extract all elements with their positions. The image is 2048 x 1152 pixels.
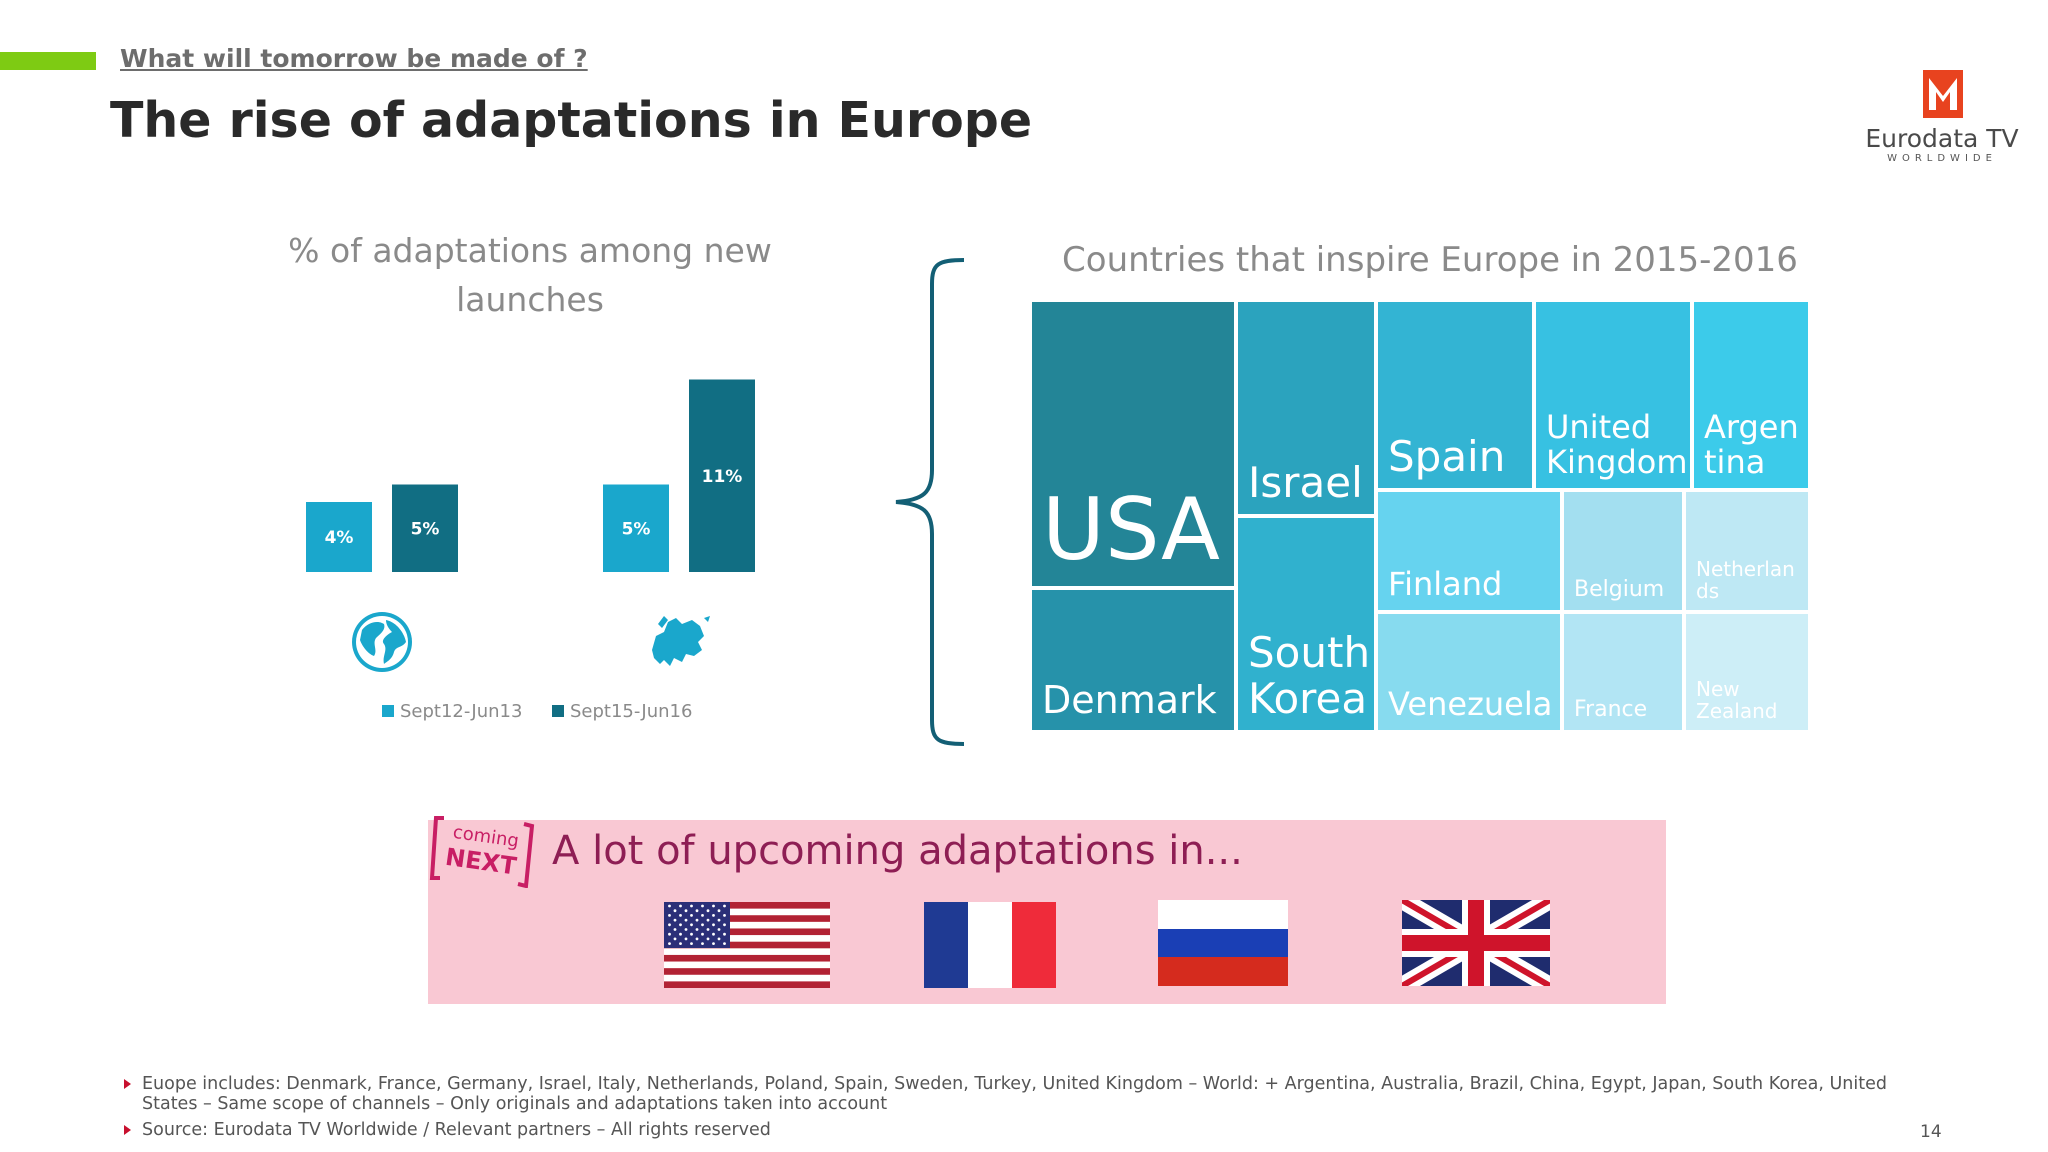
eurodata-logo-icon bbox=[1923, 70, 1963, 118]
treemap-tile-label: Finland bbox=[1388, 564, 1503, 603]
coming-next-badge-icon: coming NEXT bbox=[429, 816, 535, 888]
treemap-tile-label: Israel bbox=[1248, 457, 1363, 507]
europe-icon bbox=[652, 616, 710, 666]
treemap-tile-label: New Zealand bbox=[1696, 677, 1778, 723]
legend-series-1: Sept12-Jun13 bbox=[400, 701, 522, 722]
treemap-tile-label: Belgium bbox=[1574, 576, 1665, 602]
bar-1-2 bbox=[603, 484, 669, 572]
treemap-tile-13: New Zealand bbox=[1684, 612, 1810, 732]
russia-flag-icon bbox=[1158, 900, 1288, 986]
treemap-tile-7: Argen tina bbox=[1692, 300, 1810, 490]
section-kicker[interactable]: What will tomorrow be made of ? bbox=[120, 44, 588, 73]
footnotes: Euope includes: Denmark, France, Germany… bbox=[120, 1074, 1900, 1146]
treemap-tile-9: Venezuela bbox=[1376, 612, 1562, 732]
treemap-tile-label: Argen tina bbox=[1704, 407, 1799, 481]
bar-chart: 4% 5% 5% 11% Sept12-Jun13 Sept15-Jun16 bbox=[306, 379, 755, 722]
bar-chart-title: % of adaptations among new launches bbox=[288, 231, 772, 319]
page-number: 14 bbox=[1920, 1122, 1942, 1142]
bar-label-2-2: 11% bbox=[702, 467, 743, 487]
footnote-source: Source: Eurodata TV Worldwide / Relevant… bbox=[120, 1120, 1900, 1140]
treemap-tile-label: Spain bbox=[1388, 431, 1506, 481]
bar-1-1 bbox=[306, 502, 372, 572]
treemap-tile-label: South Korea bbox=[1248, 627, 1371, 723]
treemap-tile-label: Netherlan ds bbox=[1696, 557, 1795, 603]
curly-brace-icon bbox=[895, 258, 965, 746]
treemap-tile-12: Netherlan ds bbox=[1684, 490, 1810, 612]
logo-tagline: WORLDWIDE bbox=[1887, 153, 1997, 164]
bar-label-2-1: 5% bbox=[411, 519, 440, 539]
chart-legend: Sept12-Jun13 Sept15-Jun16 bbox=[382, 701, 692, 722]
treemap-tile-label: United Kingdom bbox=[1546, 407, 1688, 481]
treemap-tile-4: South Korea bbox=[1236, 516, 1376, 732]
treemap-tile-label: Venezuela bbox=[1388, 684, 1553, 723]
countries-treemap: USA Denmark Israel South Korea Spain United K… bbox=[1030, 300, 1810, 732]
page-title: The rise of adaptations in Europe bbox=[110, 92, 1033, 149]
treemap-tile-label: Denmark bbox=[1042, 678, 1217, 723]
treemap-tile-3: Israel bbox=[1236, 300, 1376, 516]
treemap-tile-5: Spain bbox=[1376, 300, 1534, 490]
treemap-tile-2: Denmark bbox=[1030, 588, 1236, 732]
treemap-title: Countries that inspire Europe in 2015-20… bbox=[1062, 240, 1798, 280]
world-icon bbox=[352, 612, 412, 672]
usa-flag-icon bbox=[664, 902, 830, 988]
france-flag-icon bbox=[924, 902, 1056, 988]
bar-2-2 bbox=[689, 379, 755, 572]
bar-2-1 bbox=[392, 484, 458, 572]
legend-series-2: Sept15-Jun16 bbox=[570, 701, 692, 722]
footnote-scope: Euope includes: Denmark, France, Germany… bbox=[120, 1074, 1900, 1114]
logo-name: Eurodata TV bbox=[1865, 124, 2019, 153]
uk-flag-icon bbox=[1402, 900, 1550, 986]
bar-label-1-1: 4% bbox=[325, 528, 354, 548]
treemap-tile-label: France bbox=[1574, 696, 1648, 722]
treemap-tile-11: France bbox=[1562, 612, 1684, 732]
banner-text: A lot of upcoming adaptations in... bbox=[552, 828, 1243, 874]
bar-label-1-2: 5% bbox=[622, 519, 651, 539]
treemap-tile-1: USA bbox=[1030, 300, 1236, 588]
treemap-tile-6: United Kingdom bbox=[1534, 300, 1692, 490]
treemap-tile-8: Finland bbox=[1376, 490, 1562, 612]
treemap-tile-label: USA bbox=[1042, 480, 1220, 581]
treemap-tile-10: Belgium bbox=[1562, 490, 1684, 612]
accent-bar bbox=[0, 52, 96, 70]
